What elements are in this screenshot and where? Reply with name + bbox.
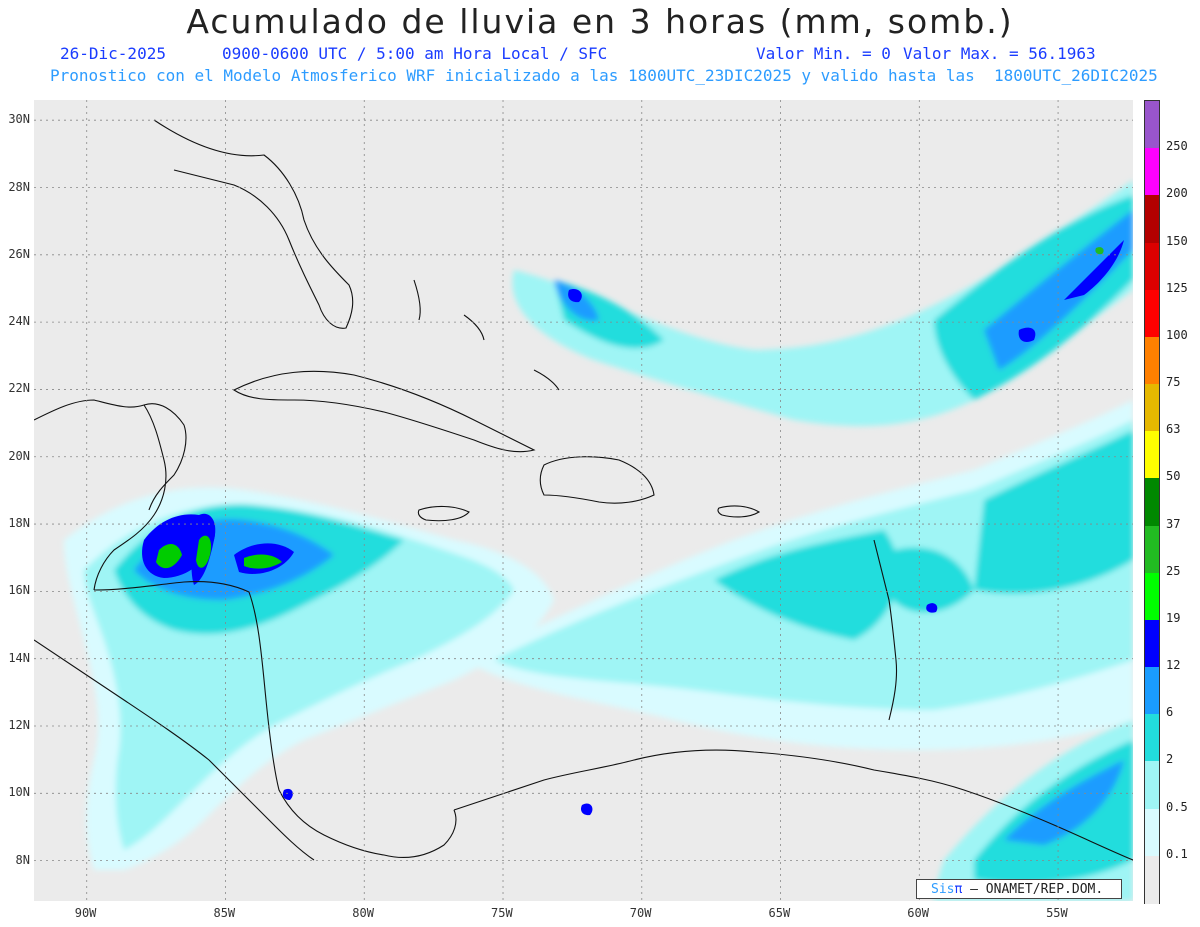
lat-label: 18N xyxy=(8,516,30,531)
colorbar-segment xyxy=(1145,242,1159,291)
lat-label: 24N xyxy=(8,314,30,329)
lon-label: 80W xyxy=(352,906,374,920)
chart-title: Acumulado de lluvia en 3 horas (mm, somb… xyxy=(186,2,1014,41)
colorbar-segment xyxy=(1145,148,1159,196)
subtitle-date: 26-Dic-2025 xyxy=(60,44,166,63)
colorbar-segment xyxy=(1145,195,1159,244)
rain-heavy-layer xyxy=(142,240,1124,816)
colorbar-segment xyxy=(1145,855,1159,904)
colorbar-segment xyxy=(1145,101,1159,149)
gridlines xyxy=(34,100,1133,901)
colorbar-segment xyxy=(1145,761,1159,810)
precipitation-map xyxy=(34,100,1133,901)
colorbar-label: 250 xyxy=(1166,139,1188,154)
lat-label: 12N xyxy=(8,717,30,732)
colorbar-label: 100 xyxy=(1166,327,1188,342)
colorbar-segment xyxy=(1145,384,1159,432)
colorbar-label: 6 xyxy=(1166,705,1174,720)
lon-label: 70W xyxy=(629,906,652,920)
colorbar-segment xyxy=(1145,667,1159,715)
subtitle-model: Pronostico con el Modelo Atmosferico WRF… xyxy=(50,66,1158,85)
colorbar-segment xyxy=(1145,619,1159,668)
colorbar-segment xyxy=(1145,478,1159,527)
colorbar xyxy=(1144,100,1160,904)
lat-label: 30N xyxy=(8,112,30,127)
coastlines xyxy=(34,119,1133,861)
colorbar-segment xyxy=(1145,572,1159,621)
colorbar-label: 200 xyxy=(1166,186,1188,201)
lon-label: 65W xyxy=(768,906,791,920)
colorbar-label: 37 xyxy=(1166,516,1181,531)
colorbar-segment xyxy=(1145,289,1159,338)
colorbar-label: 150 xyxy=(1166,233,1188,248)
subtitle-min: Valor Min. = 0 xyxy=(756,44,891,63)
colorbar-segment xyxy=(1145,808,1159,857)
subtitle-max: Valor Max. = 56.1963 xyxy=(903,44,1096,63)
lat-label: 8N xyxy=(15,852,30,867)
lat-label: 16N xyxy=(8,583,30,598)
colorbar-label: 0.1 xyxy=(1166,846,1188,861)
colorbar-segment xyxy=(1145,714,1159,763)
lon-label: 60W xyxy=(907,906,929,920)
credit-sis: Sis xyxy=(931,882,955,897)
subtitle-time: 0900-0600 UTC / 5:00 am Hora Local / SFC xyxy=(222,44,608,63)
lon-label: 75W xyxy=(491,906,513,920)
colorbar-label: 25 xyxy=(1166,563,1181,578)
lon-label: 55W xyxy=(1046,906,1068,920)
lat-label: 28N xyxy=(8,179,30,194)
colorbar-label: 19 xyxy=(1166,610,1181,625)
lon-label: 85W xyxy=(213,906,236,920)
colorbar-segment xyxy=(1145,336,1159,385)
colorbar-label: 12 xyxy=(1166,658,1181,673)
colorbar-label: 75 xyxy=(1166,375,1181,390)
colorbar-segment xyxy=(1145,525,1159,574)
credit-box: Sisπ – ONAMET/REP.DOM. xyxy=(916,879,1122,899)
colorbar-label: 63 xyxy=(1166,422,1181,437)
map-canvas xyxy=(34,100,1133,901)
lat-label: 20N xyxy=(8,448,30,463)
colorbar-label: 2 xyxy=(1166,752,1174,767)
credit-agency: – ONAMET/REP.DOM. xyxy=(970,882,1104,897)
lon-label: 90W xyxy=(74,906,97,920)
lat-label: 22N xyxy=(8,381,30,396)
colorbar-label: 0.5 xyxy=(1166,799,1188,814)
colorbar-segment xyxy=(1145,431,1159,479)
lat-label: 26N xyxy=(8,246,30,261)
colorbar-label: 125 xyxy=(1166,280,1188,295)
colorbar-label: 50 xyxy=(1166,469,1181,484)
credit-pi: π xyxy=(954,882,963,897)
rain-light-layer xyxy=(64,180,1133,901)
lat-label: 10N xyxy=(8,785,30,800)
lat-label: 14N xyxy=(8,650,30,665)
